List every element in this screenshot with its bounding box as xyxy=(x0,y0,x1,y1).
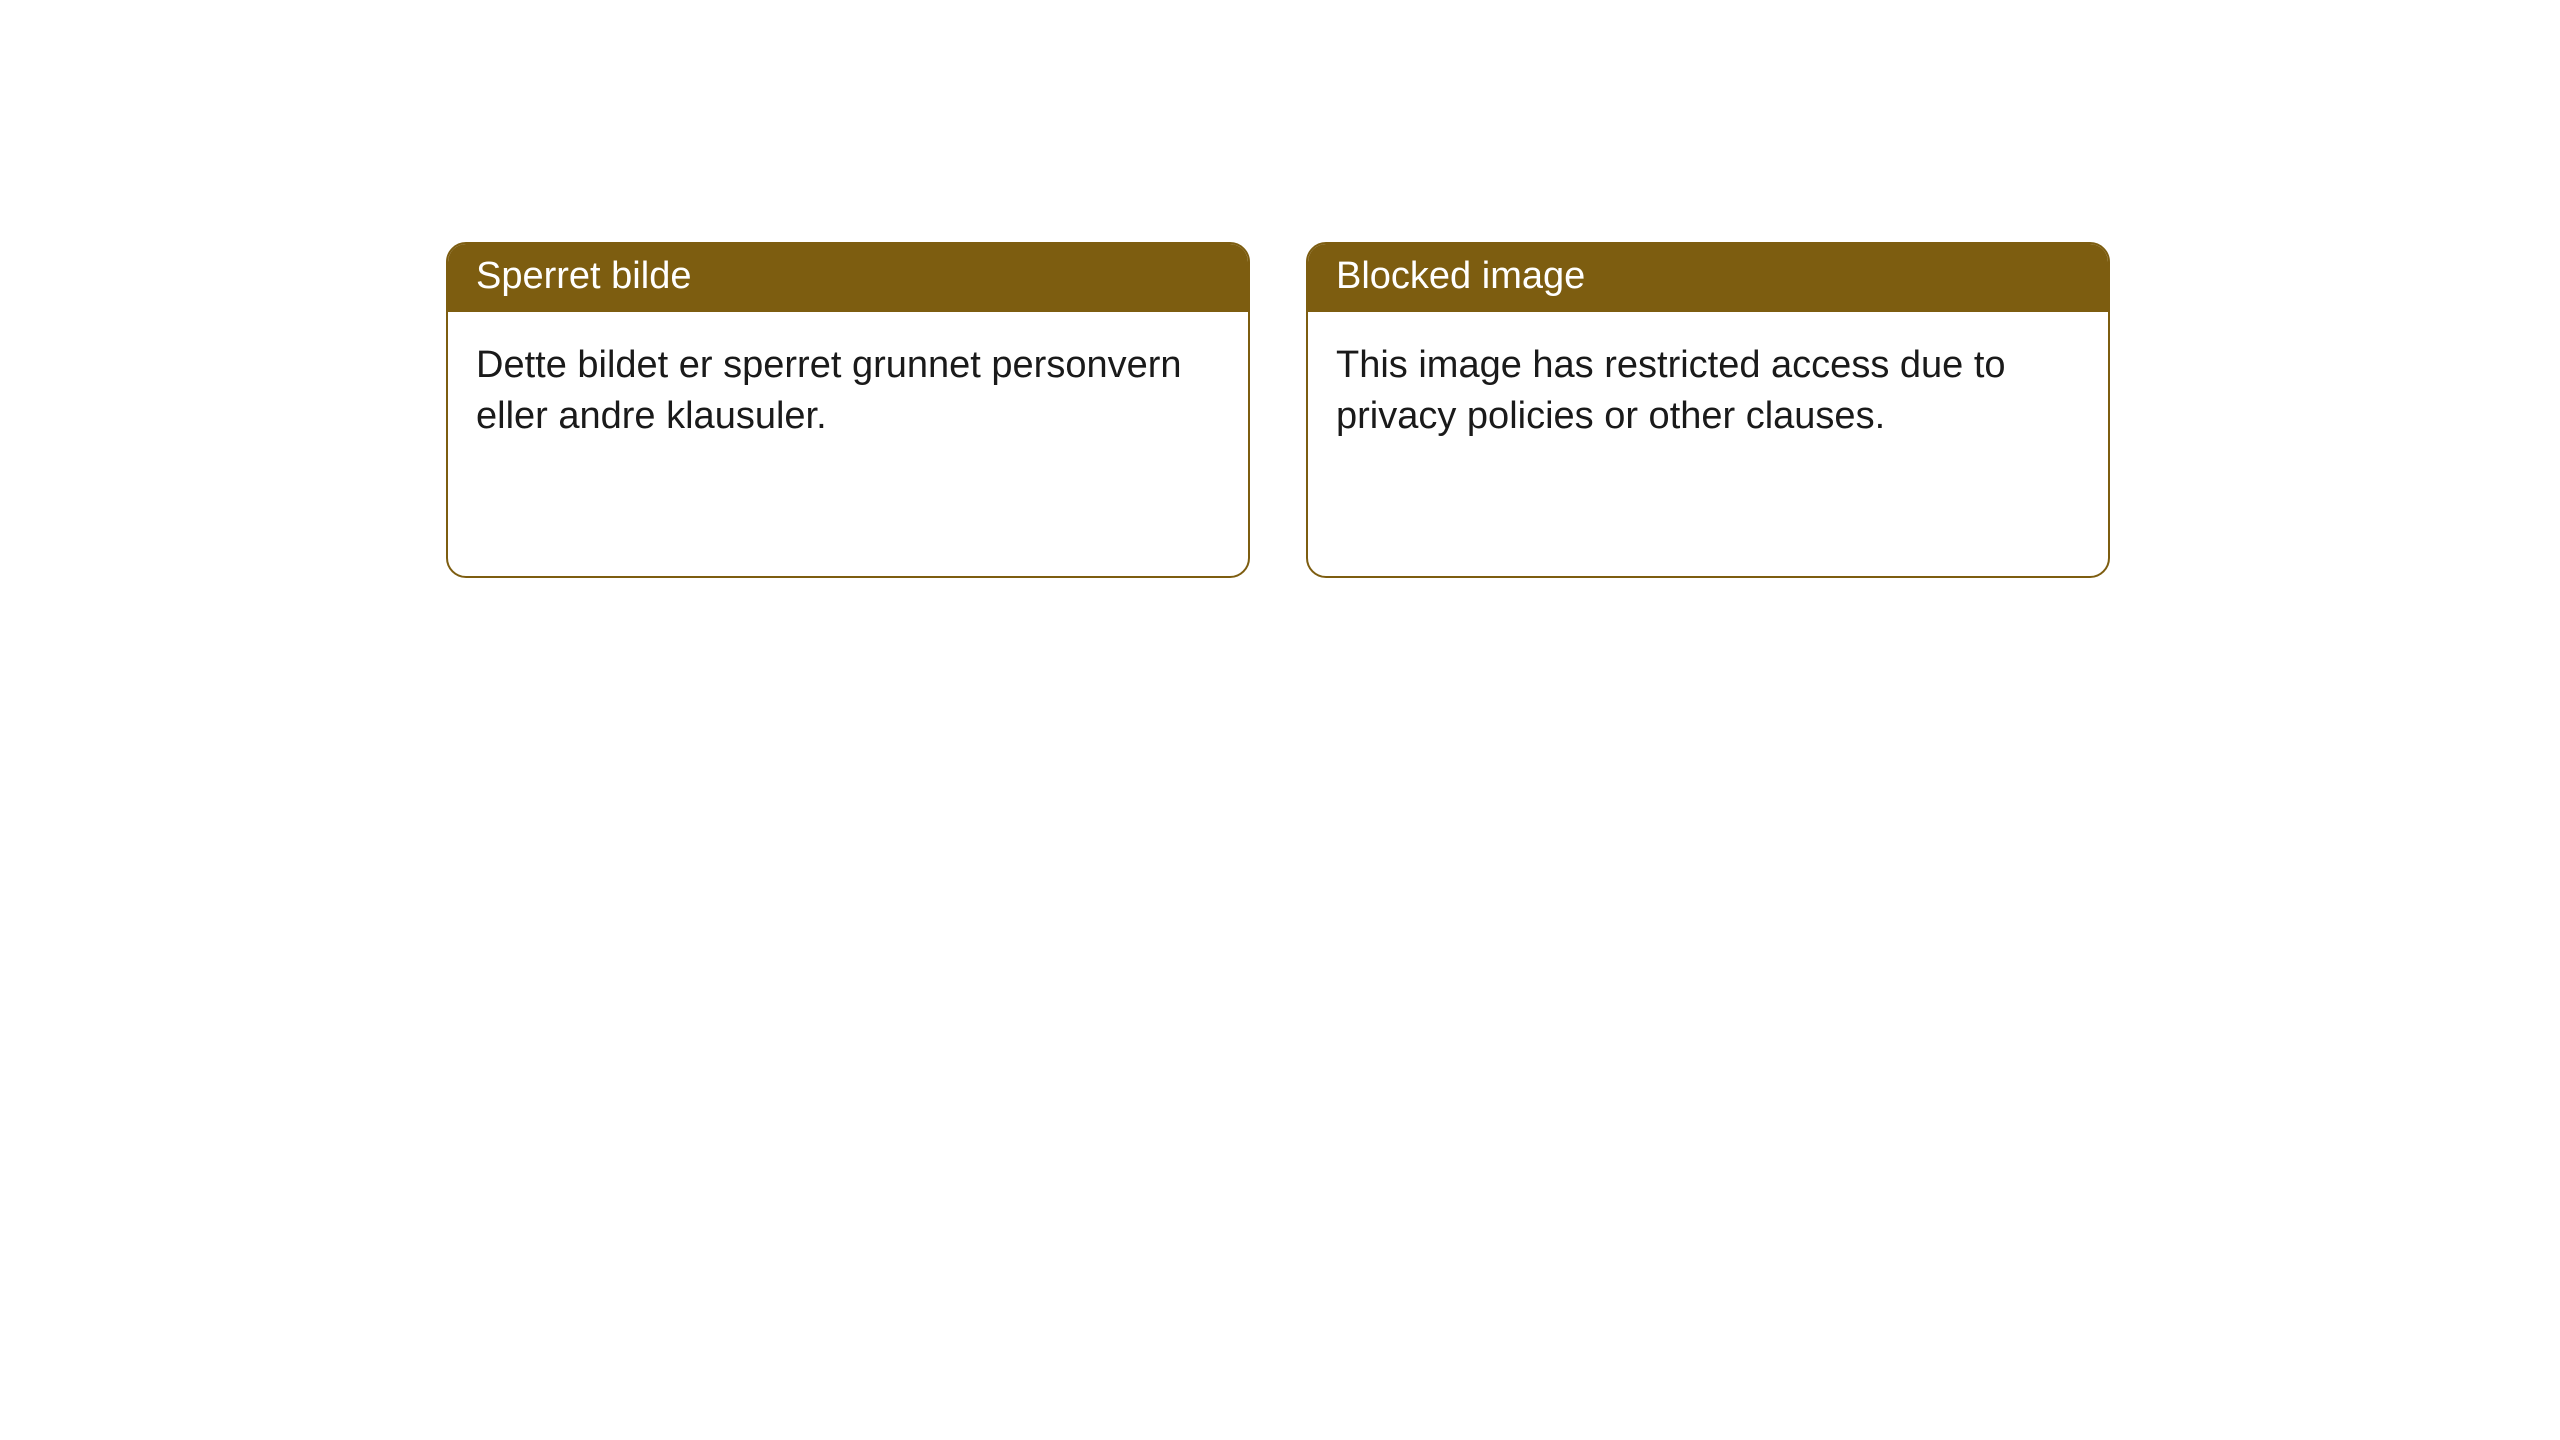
notice-card-english: Blocked image This image has restricted … xyxy=(1306,242,2110,578)
notice-header-english: Blocked image xyxy=(1308,244,2108,312)
notice-header-norwegian: Sperret bilde xyxy=(448,244,1248,312)
notice-container: Sperret bilde Dette bildet er sperret gr… xyxy=(0,0,2560,578)
notice-body-norwegian: Dette bildet er sperret grunnet personve… xyxy=(448,312,1248,471)
notice-body-english: This image has restricted access due to … xyxy=(1308,312,2108,471)
notice-card-norwegian: Sperret bilde Dette bildet er sperret gr… xyxy=(446,242,1250,578)
